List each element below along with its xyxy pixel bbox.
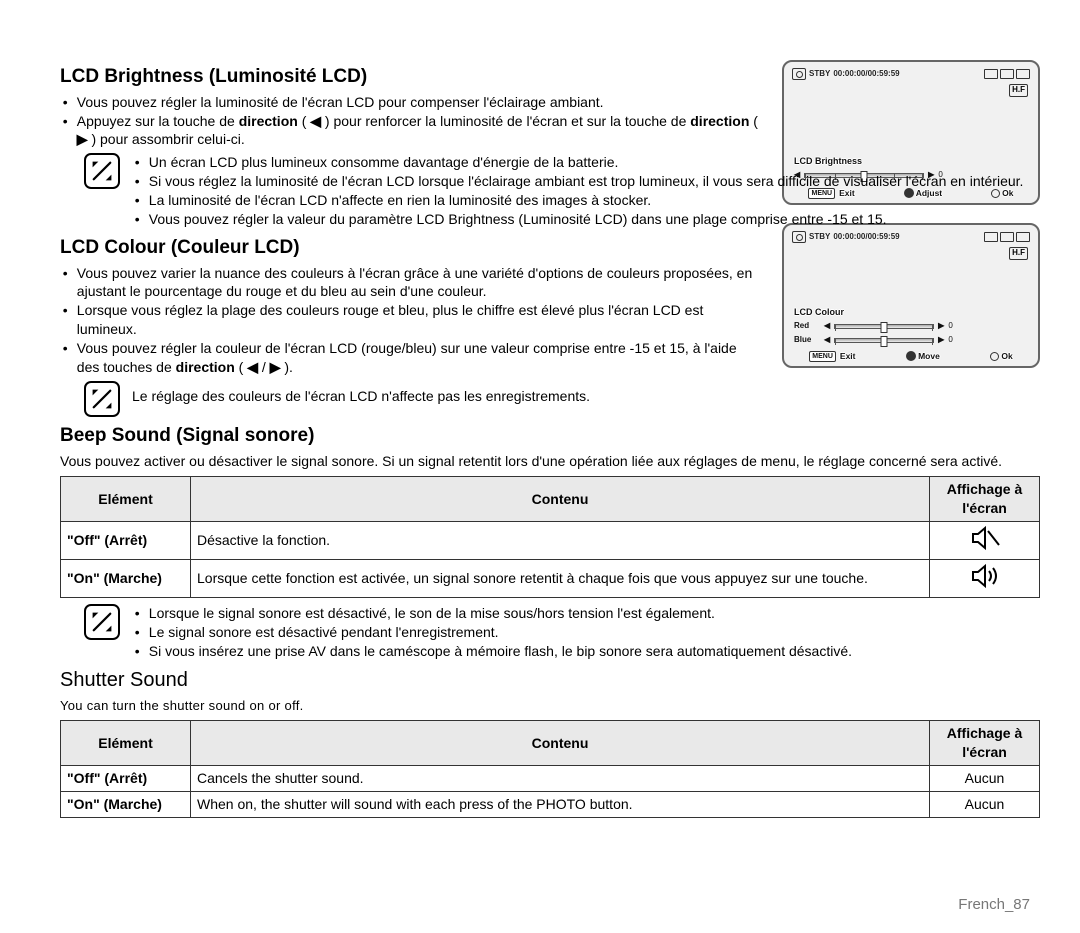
status-icon — [1016, 232, 1030, 242]
shutter-intro: You can turn the shutter sound on or off… — [60, 697, 1040, 715]
blue-value: 0 — [948, 335, 952, 346]
th-content: Contenu — [191, 721, 930, 766]
row-on-label: "On" (Marche) — [61, 791, 191, 817]
row-on-content: Lorsque cette fonction est activée, un s… — [191, 560, 930, 598]
speaker-muted-icon — [969, 538, 1001, 554]
blue-label: Blue — [794, 335, 820, 346]
th-element: Elément — [61, 721, 191, 766]
note-icon — [84, 604, 120, 640]
hf-badge: H.F — [1009, 247, 1028, 260]
note-bullet: La luminosité de l'écran LCD n'affecte e… — [149, 191, 1040, 210]
move-label: Move — [918, 351, 940, 362]
row-off-label: "Off" (Arrêt) — [61, 765, 191, 791]
bullet: Vous pouvez régler la luminosité de l'éc… — [77, 93, 760, 112]
bullet: Lorsque vous réglez la plage des couleur… — [77, 301, 760, 339]
th-display: Affichage à l'écran — [930, 477, 1040, 522]
hf-badge: H.F — [1009, 84, 1028, 97]
battery-icon — [984, 232, 998, 242]
time-label: 00:00:00/00:59:59 — [833, 69, 899, 80]
shutter-heading: Shutter Sound — [60, 667, 1040, 694]
lcd-brightness-heading: LCD Brightness (Luminosité LCD) — [60, 64, 760, 90]
red-slider — [834, 324, 934, 329]
beep-table: Elément Contenu Affichage à l'écran "Off… — [60, 476, 1040, 598]
stby-label: STBY — [809, 232, 830, 243]
red-value: 0 — [948, 321, 952, 332]
note-bullet: Le signal sonore est désactivé pendant l… — [149, 623, 1040, 642]
th-content: Contenu — [191, 477, 930, 522]
page-footer: French_87 — [958, 895, 1030, 915]
th-element: Elément — [61, 477, 191, 522]
card-icon — [1000, 69, 1014, 79]
row-off-content: Désactive la fonction. — [191, 522, 930, 560]
shutter-table: Elément Contenu Affichage à l'écran "Off… — [60, 720, 1040, 818]
bullet: Appuyez sur la touche de direction ( ◀ )… — [77, 112, 760, 150]
red-label: Red — [794, 321, 820, 332]
row-off-content: Cancels the shutter sound. — [191, 765, 930, 791]
row-off-label: "Off" (Arrêt) — [61, 522, 191, 560]
status-icon — [1016, 69, 1030, 79]
th-display: Affichage à l'écran — [930, 721, 1040, 766]
speaker-on-icon — [969, 576, 1001, 592]
note-bullet: Un écran LCD plus lumineux consomme dava… — [149, 153, 1040, 172]
row-off-display: Aucun — [930, 765, 1040, 791]
stby-label: STBY — [809, 69, 830, 80]
row-on-display: Aucun — [930, 791, 1040, 817]
lcd-brightness-bullets: Vous pouvez régler la luminosité de l'éc… — [60, 93, 760, 150]
note-bullet: Vous pouvez régler la valeur du paramètr… — [149, 210, 1040, 229]
lcd-colour-note: Le réglage des couleurs de l'écran LCD n… — [60, 381, 1040, 417]
lcd-colour-heading: LCD Colour (Couleur LCD) — [60, 235, 760, 261]
ok-label: Ok — [1001, 351, 1012, 362]
ok-icon — [990, 352, 999, 361]
note-bullet: Si vous réglez la luminosité de l'écran … — [149, 172, 1040, 191]
beep-note: Lorsque le signal sonore est désactivé, … — [60, 604, 1040, 661]
camera-icon — [792, 68, 806, 80]
note-bullet: Si vous insérez une prise AV dans le cam… — [149, 642, 1040, 661]
blue-slider — [834, 338, 934, 343]
exit-label: Exit — [840, 351, 856, 362]
beep-heading: Beep Sound (Signal sonore) — [60, 423, 1040, 449]
lcd-brightness-note: Un écran LCD plus lumineux consomme dava… — [60, 153, 1040, 229]
camera-icon — [792, 231, 806, 243]
beep-intro: Vous pouvez activer ou désactiver le sig… — [60, 452, 1040, 471]
joystick-icon — [906, 351, 916, 361]
bullet: Vous pouvez varier la nuance des couleur… — [77, 264, 760, 302]
lcd-colour-preview: STBY 00:00:00/00:59:59 H.F LCD Colour Re… — [782, 223, 1040, 368]
time-label: 00:00:00/00:59:59 — [833, 232, 899, 243]
note-bullet: Lorsque le signal sonore est désactivé, … — [149, 604, 1040, 623]
row-on-label: "On" (Marche) — [61, 560, 191, 598]
card-icon — [1000, 232, 1014, 242]
note-icon — [84, 381, 120, 417]
menu-pill: MENU — [809, 351, 836, 362]
row-on-content: When on, the shutter will sound with eac… — [191, 791, 930, 817]
bullet: Vous pouvez régler la couleur de l'écran… — [77, 339, 760, 377]
screen-setting-label: LCD Colour — [794, 306, 844, 318]
lcd-colour-bullets: Vous pouvez varier la nuance des couleur… — [60, 264, 760, 377]
note-icon — [84, 153, 120, 189]
battery-icon — [984, 69, 998, 79]
